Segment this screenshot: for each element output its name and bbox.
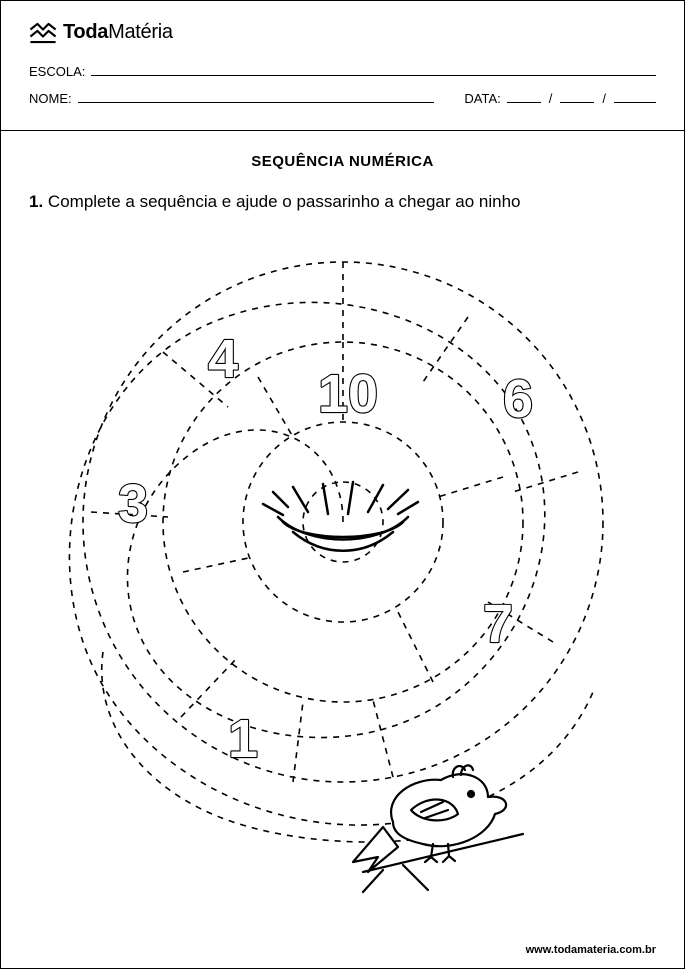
spiral-number: 1 [228, 709, 258, 769]
logo: TodaMatéria [29, 21, 656, 44]
nest-icon [263, 482, 418, 551]
spiral-svg: 4 10 6 3 7 1 [33, 222, 653, 902]
data-label: DATA: [464, 91, 500, 106]
worksheet-page: TodaMatéria ESCOLA: NOME: DATA: / / SEQU… [0, 0, 685, 969]
data-month-blank[interactable] [560, 89, 594, 103]
logo-bold: Toda [63, 21, 108, 43]
header: TodaMatéria ESCOLA: NOME: DATA: / / [1, 1, 684, 131]
spiral-number: 6 [503, 369, 533, 429]
logo-icon [29, 22, 57, 44]
spiral-number: 3 [118, 474, 148, 534]
date-sep: / [600, 91, 608, 106]
escola-line: ESCOLA: [29, 62, 656, 79]
spiral-number: 7 [483, 594, 513, 654]
worksheet-title: SEQUÊNCIA NUMÉRICA [29, 153, 656, 170]
date-sep: / [547, 91, 555, 106]
escola-blank[interactable] [91, 62, 656, 76]
spiral-activity: 4 10 6 3 7 1 [33, 222, 653, 902]
instruction: 1. Complete a sequência e ajude o passar… [29, 192, 656, 212]
escola-label: ESCOLA: [29, 64, 85, 79]
spiral-number: 10 [318, 364, 378, 424]
footer-url: www.todamateria.com.br [526, 944, 656, 956]
spiral-number: 4 [208, 329, 238, 389]
nome-blank[interactable] [78, 89, 435, 103]
nome-data-line: NOME: DATA: / / [29, 89, 656, 106]
instruction-text: Complete a sequência e ajude o passarinh… [48, 192, 521, 211]
content: SEQUÊNCIA NUMÉRICA 1. Complete a sequênc… [1, 131, 684, 970]
logo-light: Matéria [108, 21, 173, 43]
data-day-blank[interactable] [507, 89, 541, 103]
bird-icon [353, 765, 523, 892]
logo-text: TodaMatéria [63, 21, 173, 44]
data-year-blank[interactable] [614, 89, 656, 103]
instruction-number: 1. [29, 192, 43, 211]
nome-label: NOME: [29, 91, 72, 106]
